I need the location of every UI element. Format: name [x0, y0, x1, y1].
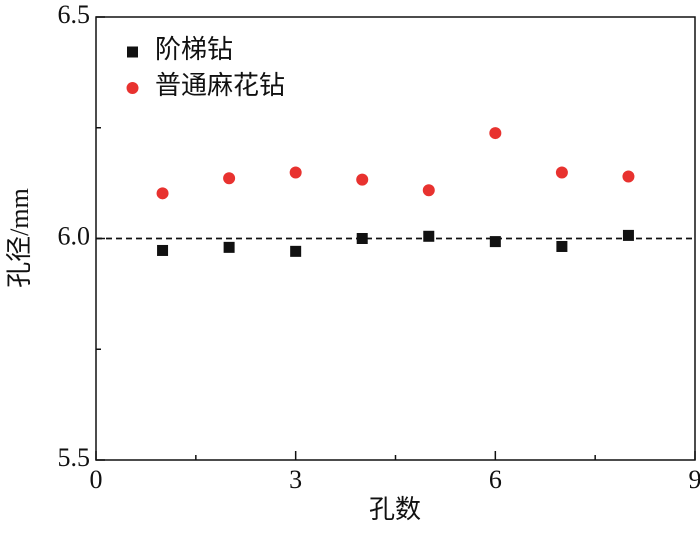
point [356, 173, 369, 186]
legend-marker [126, 82, 139, 94]
point [556, 240, 568, 252]
legend-label: 普通麻花钻 [155, 71, 285, 100]
point [156, 187, 169, 200]
point [489, 236, 501, 248]
point [423, 230, 435, 242]
point [289, 166, 302, 179]
point [157, 244, 169, 256]
legend-label: 阶梯钻 [155, 35, 233, 64]
x-tick-label: 6 [489, 465, 502, 494]
point [622, 229, 634, 241]
legend-marker [127, 46, 138, 58]
x-tick-label: 3 [289, 465, 302, 494]
point [622, 170, 635, 183]
x-tick-label: 0 [90, 465, 103, 494]
point [290, 245, 302, 257]
y-axis-label: 孔径/mm [5, 188, 34, 288]
point [489, 127, 502, 140]
y-tick-label: 5.5 [58, 443, 91, 472]
point [555, 166, 568, 179]
x-tick-label: 9 [689, 465, 700, 494]
point [223, 241, 235, 253]
y-tick-label: 6.5 [58, 0, 91, 29]
point [422, 184, 435, 197]
x-axis-label: 孔数 [369, 495, 421, 524]
point [356, 233, 368, 244]
y-tick-label: 6.0 [58, 221, 91, 250]
point [223, 172, 236, 185]
